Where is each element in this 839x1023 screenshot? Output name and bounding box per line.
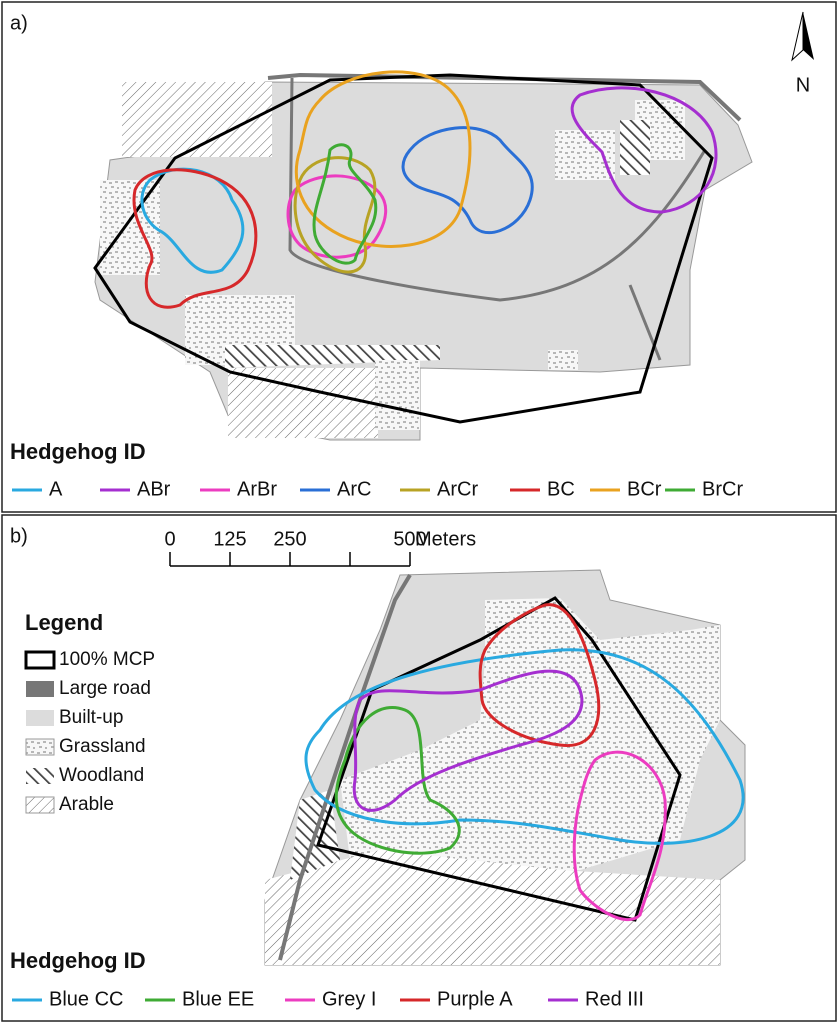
legend-label: Grey I	[322, 988, 376, 1010]
legend-label: Built-up	[59, 707, 123, 728]
home-range	[478, 603, 601, 748]
legend-label: 100% MCP	[59, 649, 155, 670]
home-range	[401, 126, 534, 235]
home-range	[294, 70, 472, 248]
legend-label: Grassland	[59, 736, 146, 757]
large-road	[278, 573, 412, 961]
scale-label: 0	[164, 528, 175, 550]
home-range	[304, 648, 745, 845]
legend-swatch	[26, 768, 54, 784]
panel-label: a)	[10, 12, 28, 34]
legend-label: BCr	[627, 478, 662, 500]
north-arrow	[803, 12, 814, 60]
home-range	[352, 669, 584, 812]
mcp	[93, 73, 714, 424]
panel-label: b)	[10, 525, 28, 547]
legend-label: Purple A	[437, 988, 513, 1010]
legend-title: Legend	[25, 610, 103, 635]
woodland	[225, 345, 440, 368]
arable	[265, 850, 720, 965]
legend-label: A	[49, 478, 63, 500]
arable	[228, 368, 378, 438]
panel-a-frame	[1, 1, 837, 513]
legend-label: ArCr	[437, 478, 478, 500]
legend-swatch	[26, 710, 54, 726]
large-road	[288, 77, 707, 302]
scale-unit: Meters	[415, 528, 476, 550]
panel-a-map	[93, 11, 814, 441]
grassland	[100, 180, 160, 275]
scale-label: 125	[213, 528, 246, 550]
legend-swatch	[26, 681, 54, 697]
ids-title: Hedgehog ID	[10, 439, 146, 464]
legend-label: BrCr	[702, 478, 743, 500]
legend-label: BC	[547, 478, 575, 500]
legend-label: Arable	[59, 794, 114, 815]
north-label: N	[796, 74, 810, 96]
home-range	[132, 168, 258, 309]
scale-label: 500	[393, 528, 426, 550]
legend-label: ArBr	[237, 478, 277, 500]
home-range	[286, 174, 388, 259]
legend-label: Red III	[585, 988, 644, 1010]
home-range	[334, 705, 461, 855]
legend-label: ABr	[137, 478, 171, 500]
legend-label: Large road	[59, 678, 151, 699]
grassland	[548, 350, 578, 370]
home-range	[312, 143, 378, 265]
legend-swatch	[25, 738, 55, 756]
panel-b-frame	[1, 514, 837, 1022]
arable	[122, 82, 272, 157]
legend-label: Blue EE	[182, 988, 254, 1010]
grassland	[375, 360, 420, 430]
home-range	[570, 86, 718, 214]
legend-label: Woodland	[59, 765, 144, 786]
legend-label: Blue CC	[49, 988, 123, 1010]
ids-title: Hedgehog ID	[10, 948, 146, 973]
north-arrow	[791, 11, 804, 62]
legend-label: ArC	[337, 478, 371, 500]
woodland	[620, 120, 650, 175]
scale-label: 250	[273, 528, 306, 550]
legend-swatch	[25, 796, 55, 814]
legend-swatch	[24, 650, 56, 670]
home-range	[572, 750, 667, 922]
grassland	[555, 130, 615, 180]
